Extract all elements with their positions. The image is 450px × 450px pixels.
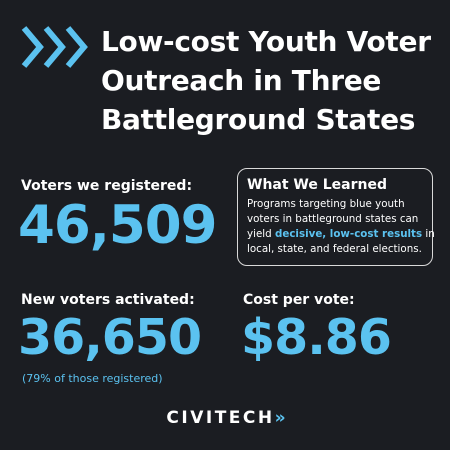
title-line: Outreach in Three bbox=[101, 64, 382, 97]
registered-value: 46,509 bbox=[18, 195, 218, 256]
learned-title: What We Learned bbox=[247, 177, 387, 193]
learned-highlight: decisive, low-cost results bbox=[274, 228, 423, 240]
brand-name: CIVITECH bbox=[166, 408, 275, 428]
registered-label: Voters we registered: bbox=[21, 178, 193, 194]
title-line: Battleground States bbox=[101, 103, 416, 136]
page-title: Low-cost Youth Voter Outreach in Three B… bbox=[101, 22, 446, 139]
chevron-right-icon bbox=[21, 26, 88, 68]
cost-label: Cost per vote: bbox=[243, 292, 355, 308]
cost-value: $8.86 bbox=[241, 309, 392, 366]
activated-value: 36,650 bbox=[18, 309, 202, 366]
title-line: Low-cost Youth Voter bbox=[101, 25, 431, 58]
what-we-learned-box: What We Learned Programs targeting blue … bbox=[237, 168, 435, 266]
learned-body: Programs targeting blue youth voters in … bbox=[247, 197, 435, 257]
learned-text: in bbox=[422, 228, 435, 240]
activated-label: New voters activated: bbox=[21, 292, 195, 308]
learned-line: Programs targeting blue youth bbox=[247, 198, 405, 210]
learned-line: yield decisive, low-cost results in bbox=[247, 227, 435, 242]
brand-chevron-icon: » bbox=[274, 408, 286, 428]
learned-line: local, state, and federal elections. bbox=[247, 243, 422, 255]
learned-text: yield bbox=[247, 228, 275, 240]
activated-note: (79% of those registered) bbox=[22, 372, 163, 385]
learned-line: voters in battleground states can bbox=[247, 213, 419, 225]
brand-logo: CIVITECH» bbox=[0, 408, 450, 428]
